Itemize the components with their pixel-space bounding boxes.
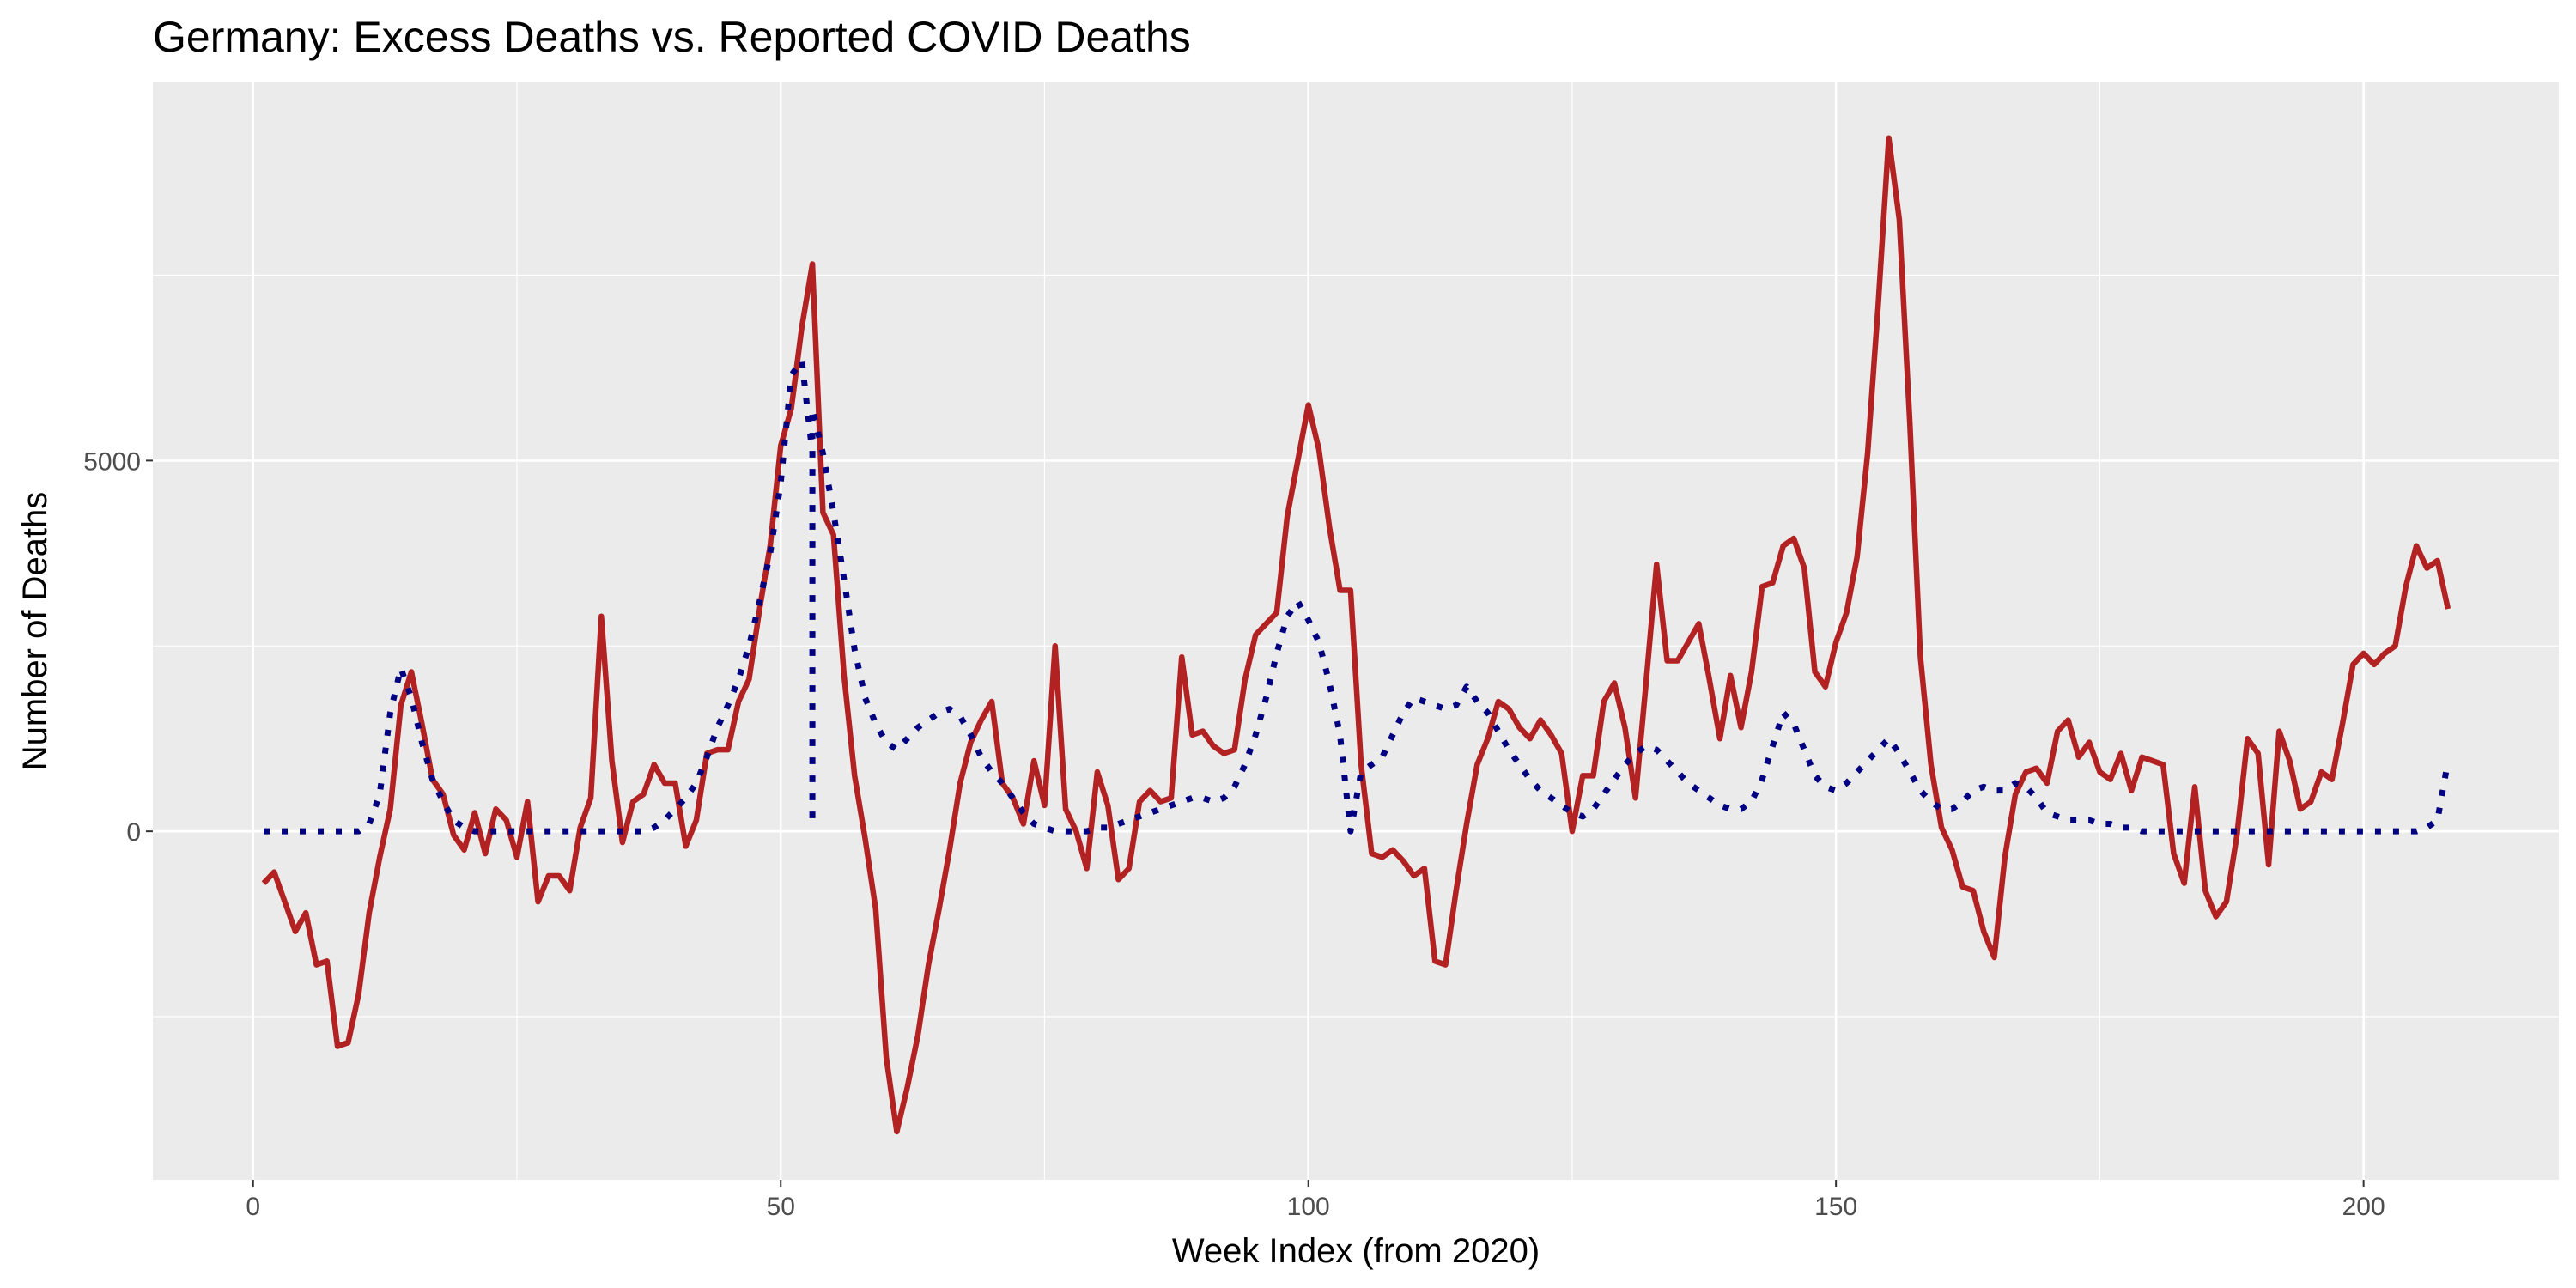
y-axis-title: Number of Deaths: [16, 492, 54, 771]
x-tick-label: 200: [2342, 1193, 2385, 1221]
axis-ticks: [146, 459, 2365, 1187]
y-tick-label: 0: [126, 818, 141, 847]
x-tick-label: 100: [1287, 1193, 1330, 1221]
series-layer: [261, 135, 2451, 1135]
x-tick-label: 0: [246, 1193, 260, 1221]
tick-labels: 0 50 100 150 200 0 5000: [83, 447, 2385, 1221]
plot-panel: [153, 82, 2559, 1180]
x-axis-title: Week Index (from 2020): [1172, 1232, 1540, 1270]
y-tick-label: 5000: [83, 447, 141, 476]
x-tick-label: 50: [767, 1193, 795, 1221]
major-gridlines: [153, 82, 2559, 1180]
series-1-line: [261, 135, 2451, 1135]
chart-title: Germany: Excess Deaths vs. Reported COVI…: [153, 13, 1191, 61]
x-tick-label: 150: [1814, 1193, 1857, 1221]
